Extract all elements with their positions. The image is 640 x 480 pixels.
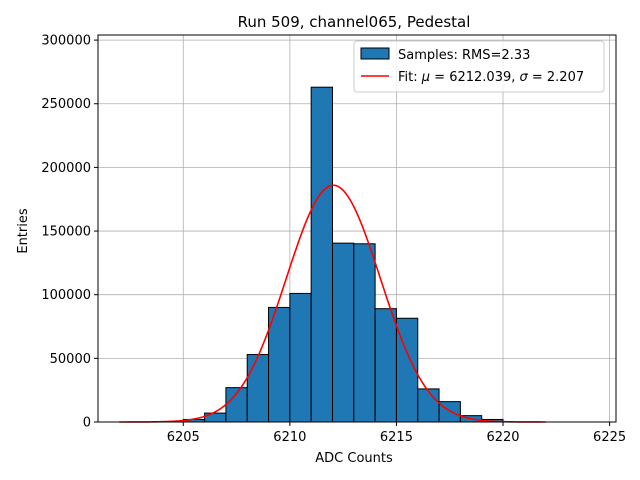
legend-fit-mu-value: = 6212.039, (430, 70, 519, 85)
x-tick-label: 6205 (167, 430, 200, 445)
legend-label-samples: Samples: RMS=2.33 (398, 48, 530, 63)
grid-lines (98, 35, 616, 423)
histogram-bar (310, 86, 333, 423)
histogram-bar (417, 388, 440, 423)
legend: Samples: RMS=2.33 Fit: μ = 6212.039, σ =… (353, 40, 605, 93)
legend-label-fit: Fit: μ = 6212.039, σ = 2.207 (398, 70, 584, 85)
x-tick-label: 6225 (593, 430, 626, 445)
histogram-bar (331, 242, 355, 423)
x-axis-ticks: 6205 6210 6215 6220 6225 (167, 422, 626, 445)
y-tick-label: 200000 (41, 161, 91, 176)
fit-curve (119, 184, 546, 423)
histogram-bar (353, 243, 376, 423)
y-tick-label: 0 (83, 416, 91, 431)
chart-title: Run 509, channel065, Pedestal (238, 13, 471, 31)
plot-area (97, 34, 617, 423)
y-tick-label: 300000 (41, 34, 91, 49)
x-tick-label: 6215 (380, 430, 413, 445)
legend-fit-mu-symbol: μ (421, 70, 430, 85)
y-tick-label: 50000 (50, 352, 91, 367)
y-tick-label: 250000 (41, 97, 91, 112)
x-tick-label: 6210 (273, 430, 306, 445)
legend-fit-sigma-symbol: σ (520, 70, 529, 85)
x-axis-label: ADC Counts (315, 451, 393, 466)
histogram-bar (289, 292, 312, 423)
legend-box (353, 40, 605, 93)
y-axis-label: Entries (16, 208, 31, 254)
y-tick-label: 100000 (41, 288, 91, 303)
histogram-bar (374, 308, 397, 423)
legend-fit-sigma-value: = 2.207 (528, 70, 584, 85)
y-tick-label: 150000 (41, 225, 91, 240)
y-axis-ticks: 0 50000 100000 150000 200000 250000 300000 (41, 34, 98, 431)
histogram-bars (182, 86, 504, 423)
x-tick-label: 6220 (486, 430, 519, 445)
histogram-bar (268, 306, 291, 423)
legend-swatch-samples (360, 47, 390, 60)
histogram-bar (246, 354, 270, 423)
gaussian-fit (119, 184, 546, 423)
legend-fit-prefix: Fit: (398, 70, 422, 85)
